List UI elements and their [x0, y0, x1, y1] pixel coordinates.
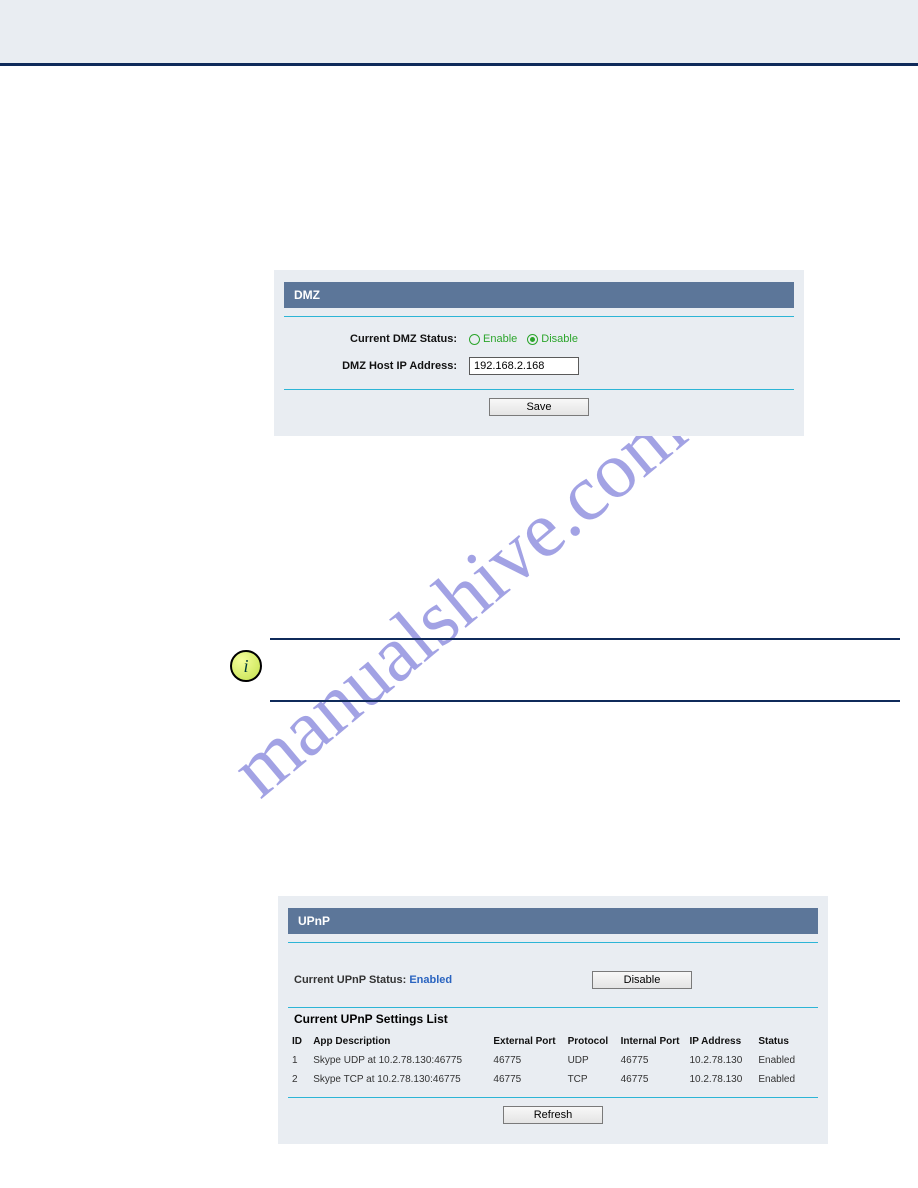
upnp-table: IDApp DescriptionExternal PortProtocolIn… [288, 1032, 818, 1089]
table-cell: 10.2.78.130 [685, 1051, 754, 1070]
table-cell: 10.2.78.130 [685, 1070, 754, 1089]
table-header-row: IDApp DescriptionExternal PortProtocolIn… [288, 1032, 818, 1051]
radio-circle-icon [469, 334, 480, 345]
upnp-panel: UPnP Current UPnP Status: Enabled Disabl… [278, 896, 828, 1144]
radio-circle-selected-icon [527, 334, 538, 345]
table-cell: 46775 [489, 1051, 563, 1070]
divider [288, 1097, 818, 1098]
table-cell: 46775 [617, 1051, 686, 1070]
table-cell: Skype UDP at 10.2.78.130:46775 [309, 1051, 489, 1070]
table-cell: TCP [564, 1070, 617, 1089]
table-cell: Enabled [754, 1051, 818, 1070]
table-row: 2Skype TCP at 10.2.78.130:4677546775TCP4… [288, 1070, 818, 1089]
table-header-cell: IP Address [685, 1032, 754, 1051]
radio-label: Enable [483, 333, 517, 345]
table-cell: 46775 [489, 1070, 563, 1089]
table-header-cell: App Description [309, 1032, 489, 1051]
dmz-status-row: Current DMZ Status: Enable Disable [284, 327, 794, 351]
table-cell: 2 [288, 1070, 309, 1089]
section-divider [270, 638, 900, 640]
info-icon: i [230, 650, 262, 682]
divider [284, 389, 794, 390]
table-header-cell: External Port [489, 1032, 563, 1051]
upnp-toggle-button[interactable]: Disable [592, 971, 692, 989]
table-cell: Skype TCP at 10.2.78.130:46775 [309, 1070, 489, 1089]
watermark: manualshive.com [214, 384, 703, 815]
dmz-disable-radio[interactable]: Disable [527, 333, 578, 345]
upnp-list-title: Current UPnP Settings List [294, 1012, 812, 1026]
table-header-cell: ID [288, 1032, 309, 1051]
dmz-panel: DMZ Current DMZ Status: Enable Disable D… [274, 270, 804, 436]
dmz-enable-radio[interactable]: Enable [469, 333, 517, 345]
table-cell: 1 [288, 1051, 309, 1070]
table-row: 1Skype UDP at 10.2.78.130:4677546775UDP4… [288, 1051, 818, 1070]
dmz-ip-input[interactable] [469, 357, 579, 375]
upnp-status-value: Enabled [409, 974, 452, 986]
dmz-panel-title: DMZ [284, 282, 794, 308]
upnp-status-prefix: Current UPnP Status: [294, 974, 409, 986]
dmz-status-label: Current DMZ Status: [294, 333, 469, 345]
section-divider [270, 700, 900, 702]
table-header-cell: Internal Port [617, 1032, 686, 1051]
table-header-cell: Status [754, 1032, 818, 1051]
table-header-cell: Protocol [564, 1032, 617, 1051]
table-cell: 46775 [617, 1070, 686, 1089]
refresh-button[interactable]: Refresh [503, 1106, 603, 1124]
upnp-panel-title: UPnP [288, 908, 818, 934]
top-strip [0, 0, 918, 66]
dmz-ip-row: DMZ Host IP Address: [284, 351, 794, 381]
dmz-ip-label: DMZ Host IP Address: [294, 360, 469, 372]
divider [288, 1007, 818, 1008]
table-cell: UDP [564, 1051, 617, 1070]
radio-label: Disable [541, 333, 578, 345]
table-cell: Enabled [754, 1070, 818, 1089]
save-button[interactable]: Save [489, 398, 589, 416]
upnp-status-row: Current UPnP Status: Enabled Disable [288, 969, 818, 991]
